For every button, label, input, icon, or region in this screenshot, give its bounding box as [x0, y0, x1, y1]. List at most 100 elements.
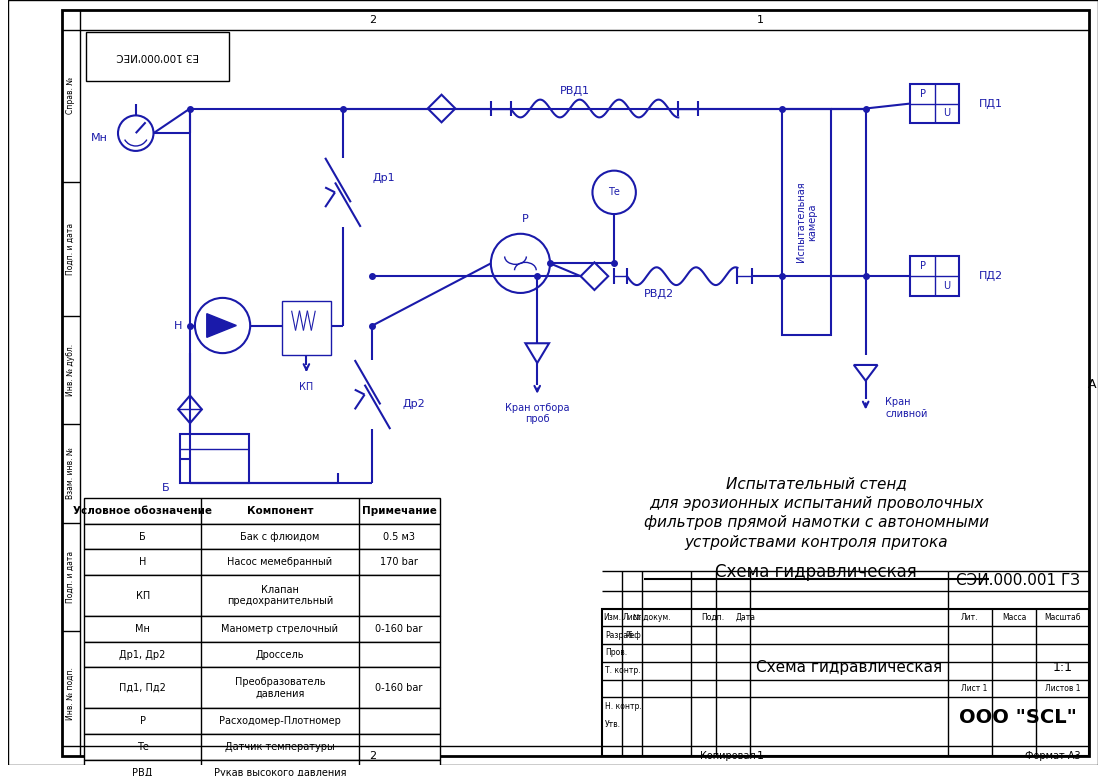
Text: ООО "SCL": ООО "SCL" [959, 708, 1077, 726]
Text: Датчик температуры: Датчик температуры [225, 742, 335, 752]
Text: СЭИ.000.001 ГЗ: СЭИ.000.001 ГЗ [956, 573, 1081, 588]
Polygon shape [581, 262, 608, 290]
Text: Утв.: Утв. [605, 720, 622, 729]
Text: 1: 1 [757, 15, 763, 25]
Text: Взам. инв. №: Взам. инв. № [66, 448, 75, 499]
Bar [282, 301, 331, 355]
Text: Кран: Кран [886, 397, 911, 407]
Text: Лист: Лист [623, 613, 641, 622]
Bar [84, 524, 439, 549]
Text: Инв. № подп.: Инв. № подп. [66, 667, 75, 720]
Text: Схема гидравлическая: Схема гидравлическая [716, 563, 917, 581]
Bar [84, 667, 439, 708]
Text: Подп. и дата: Подп. и дата [66, 223, 75, 275]
Text: Копировал: Копировал [700, 750, 755, 760]
Text: Др1: Др1 [373, 172, 395, 182]
Text: Компонент: Компонент [247, 506, 313, 516]
Text: P: P [920, 262, 926, 272]
Text: Дроссель: Дроссель [255, 650, 304, 660]
Text: Справ. №: Справ. № [66, 77, 75, 114]
Text: Примечание: Примечание [362, 506, 437, 516]
Text: 1: 1 [757, 750, 763, 760]
Text: P: P [920, 88, 926, 99]
Bar [910, 84, 959, 123]
Text: Схема гидравлическая: Схема гидравлическая [755, 660, 942, 675]
Text: РВД: РВД [133, 767, 153, 776]
Text: Кран отбора: Кран отбора [505, 404, 570, 414]
Text: Те: Те [608, 187, 620, 197]
Bar [84, 575, 439, 616]
Polygon shape [428, 95, 456, 123]
Bar [84, 708, 439, 734]
Text: Пд1, Пд2: Пд1, Пд2 [119, 683, 166, 693]
Text: 170 bar: 170 bar [380, 557, 418, 567]
Text: Н. контр.: Н. контр. [605, 702, 641, 711]
Text: КП: КП [136, 591, 149, 601]
Text: 0-160 bar: 0-160 bar [375, 683, 422, 693]
Bar [84, 642, 439, 667]
Text: для эрозионных испытаний проволочных: для эрозионных испытаний проволочных [649, 496, 983, 511]
Text: РВД2: РВД2 [644, 289, 674, 299]
Text: Клапан
предохранительный: Клапан предохранительный [227, 585, 333, 606]
Text: Подп.: Подп. [701, 613, 724, 622]
Text: Др2: Др2 [403, 400, 425, 410]
Text: Дата: Дата [735, 613, 755, 622]
Text: Др1, Др2: Др1, Др2 [119, 650, 166, 660]
Circle shape [118, 116, 154, 151]
Circle shape [593, 171, 636, 214]
Text: № докум.: № докум. [633, 613, 670, 622]
Bar [84, 498, 439, 524]
Text: Условное обозначение: Условное обозначение [73, 506, 212, 516]
Text: проб: проб [525, 414, 550, 424]
Text: Манометр стрелочный: Манометр стрелочный [221, 624, 338, 634]
Text: Рукав высокого давления: Рукав высокого давления [213, 767, 346, 776]
Text: U: U [943, 281, 950, 291]
Text: А: А [1088, 378, 1097, 391]
Text: Изм.: Изм. [603, 613, 622, 622]
Text: Т. контр.: Т. контр. [605, 667, 640, 675]
Text: Испытательный стенд: Испытательный стенд [726, 476, 907, 491]
Text: Масса: Масса [1002, 613, 1026, 622]
Bar [180, 434, 249, 483]
Text: Н: Н [139, 557, 146, 567]
Text: Масштаб: Масштаб [1044, 613, 1081, 622]
Text: Бак с флюидом: Бак с флюидом [240, 532, 320, 542]
Text: Испытательная
камера: Испытательная камера [795, 182, 817, 262]
Text: 2: 2 [369, 750, 376, 760]
Text: Формат А3: Формат А3 [1025, 750, 1081, 760]
Text: Расходомер-Плотномер: Расходомер-Плотномер [219, 716, 341, 726]
Text: Подп. и дата: Подп. и дата [66, 551, 75, 603]
Text: Лист 1: Лист 1 [961, 684, 988, 693]
Bar [84, 549, 439, 575]
Text: Лит.: Лит. [961, 613, 979, 622]
Text: 0.5 м3: 0.5 м3 [383, 532, 415, 542]
Text: Листов 1: Листов 1 [1045, 684, 1081, 693]
Text: фильтров прямой намотки с автономными: фильтров прямой намотки с автономными [644, 515, 989, 530]
Bar [603, 608, 1088, 756]
Text: КП: КП [300, 382, 313, 392]
Circle shape [491, 234, 550, 293]
Bar [910, 256, 959, 296]
Text: Мн: Мн [92, 133, 108, 143]
Text: Пров.: Пров. [605, 649, 627, 657]
Text: устройствами контроля притока: устройствами контроля притока [685, 535, 948, 550]
Text: U: U [943, 109, 950, 119]
Text: Инв. № дубл.: Инв. № дубл. [66, 344, 75, 396]
Polygon shape [525, 343, 549, 363]
Text: ЕЗ 100'000'ИЕС: ЕЗ 100'000'ИЕС [116, 51, 199, 61]
Bar [84, 616, 439, 642]
Text: ПД1: ПД1 [979, 99, 1003, 109]
Text: РВД1: РВД1 [560, 85, 589, 95]
Text: 1:1: 1:1 [1053, 661, 1073, 674]
Text: Н: Н [174, 320, 182, 331]
Text: 0-160 bar: 0-160 bar [375, 624, 422, 634]
Text: сливной: сливной [886, 409, 928, 419]
Text: Те: Те [137, 742, 148, 752]
Bar [84, 760, 439, 776]
Text: Мн: Мн [135, 624, 150, 634]
Polygon shape [854, 365, 877, 381]
Bar [86, 32, 229, 81]
Polygon shape [178, 396, 201, 423]
Text: Разраб.: Разраб. [605, 631, 636, 639]
Text: 2: 2 [369, 15, 376, 25]
